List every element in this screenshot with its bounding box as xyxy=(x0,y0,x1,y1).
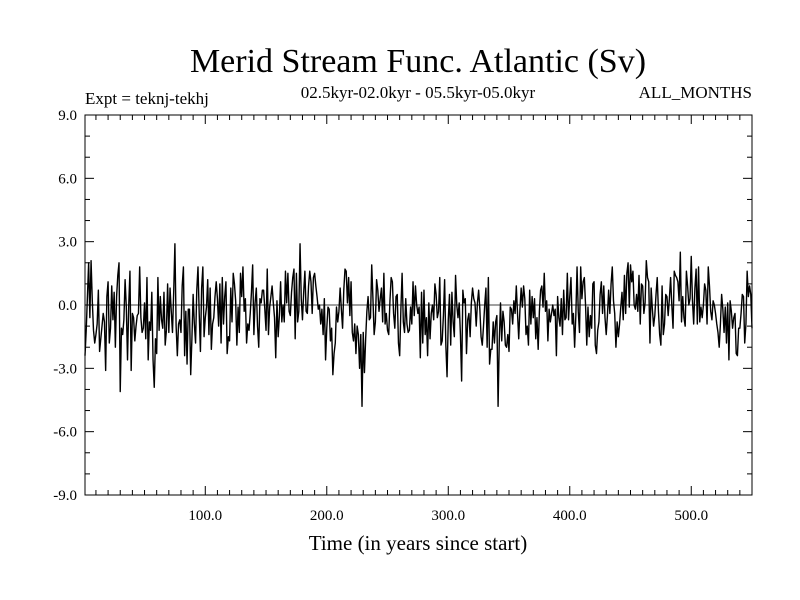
y-tick-label: 9.0 xyxy=(58,108,77,124)
chart-subtitle: 02.5kyr-02.0kyr - 05.5kyr-05.0kyr xyxy=(301,83,536,102)
x-axis-label: Time (in years since start) xyxy=(309,531,528,555)
x-tick-label: 200.0 xyxy=(310,508,344,524)
y-tick-label: -9.0 xyxy=(53,488,77,504)
series-line xyxy=(84,243,753,408)
x-tick-label: 100.0 xyxy=(188,508,222,524)
x-tick-label: 300.0 xyxy=(431,508,465,524)
chart-title: Merid Stream Func. Atlantic (Sv) xyxy=(190,43,646,80)
y-axis: -9.0 -6.0 -3.0 0.0 3.0 6.0 9.0 xyxy=(53,108,752,504)
y-tick-label: 6.0 xyxy=(58,171,77,187)
x-tick-label: 400.0 xyxy=(553,508,587,524)
expt-label: Expt = teknj-tekhj xyxy=(85,89,209,108)
y-tick-label: -6.0 xyxy=(53,425,77,441)
months-label: ALL_MONTHS xyxy=(639,83,752,102)
x-axis: 100.0 200.0 300.0 400.0 500.0 xyxy=(95,115,741,524)
x-tick-label: 500.0 xyxy=(674,508,708,524)
y-tick-label: 0.0 xyxy=(58,298,77,314)
y-tick-label: -3.0 xyxy=(53,361,77,377)
y-tick-label: 3.0 xyxy=(58,235,77,251)
series-group xyxy=(84,243,753,408)
